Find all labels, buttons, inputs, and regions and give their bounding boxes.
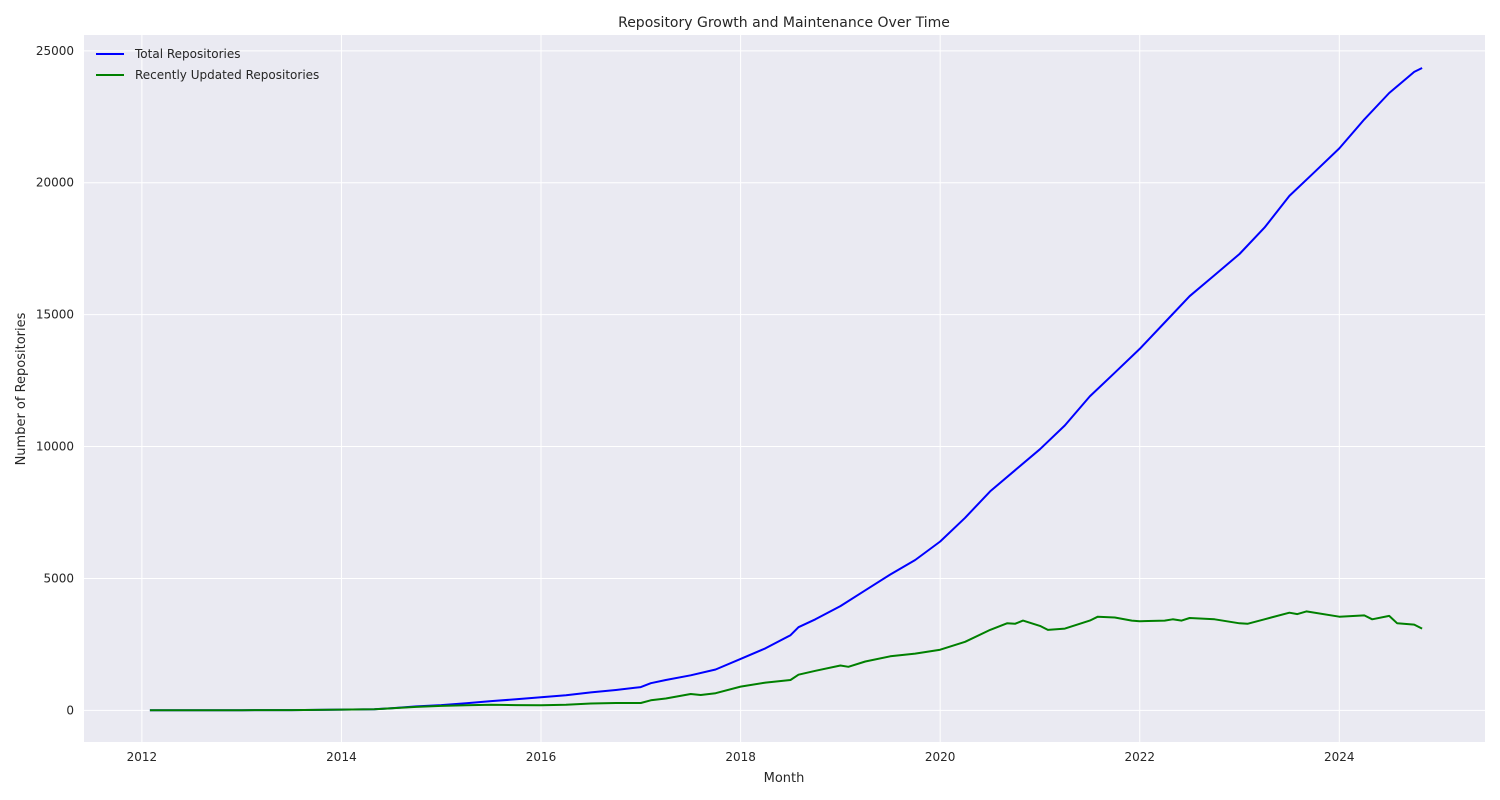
x-tick-label: 2016 [526,750,557,764]
y-axis-label: Number of Repositories [14,312,29,465]
y-tick-label: 5000 [43,571,74,585]
legend-label-total: Total Repositories [134,47,241,61]
x-tick-label: 2020 [925,750,956,764]
chart-title: Repository Growth and Maintenance Over T… [618,15,950,31]
series-line-total-repositories [149,67,1423,712]
x-tick-label: 2014 [326,750,357,764]
tick-labels: 2012 2014 2016 2018 2020 2022 2024 0 5000 10000 15… [36,44,1355,764]
x-tick-label: 2024 [1324,750,1355,764]
y-tick-label: 25000 [36,44,74,58]
legend-label-recent: Recently Updated Repositories [135,68,319,82]
y-tick-label: 10000 [36,440,74,454]
x-tick-label: 2022 [1124,750,1155,764]
x-axis-label: Month [764,771,805,786]
series-lines [149,67,1423,712]
legend: Total Repositories Recently Updated Repo… [96,47,319,82]
x-tick-label: 2018 [725,750,756,764]
grid-lines [84,35,1485,742]
y-tick-label: 0 [66,703,74,717]
y-tick-label: 20000 [36,176,74,190]
x-tick-label: 2012 [127,750,158,764]
plot-area [84,35,1485,742]
series-line-recently-updated [149,610,1423,712]
y-tick-label: 15000 [36,308,74,322]
